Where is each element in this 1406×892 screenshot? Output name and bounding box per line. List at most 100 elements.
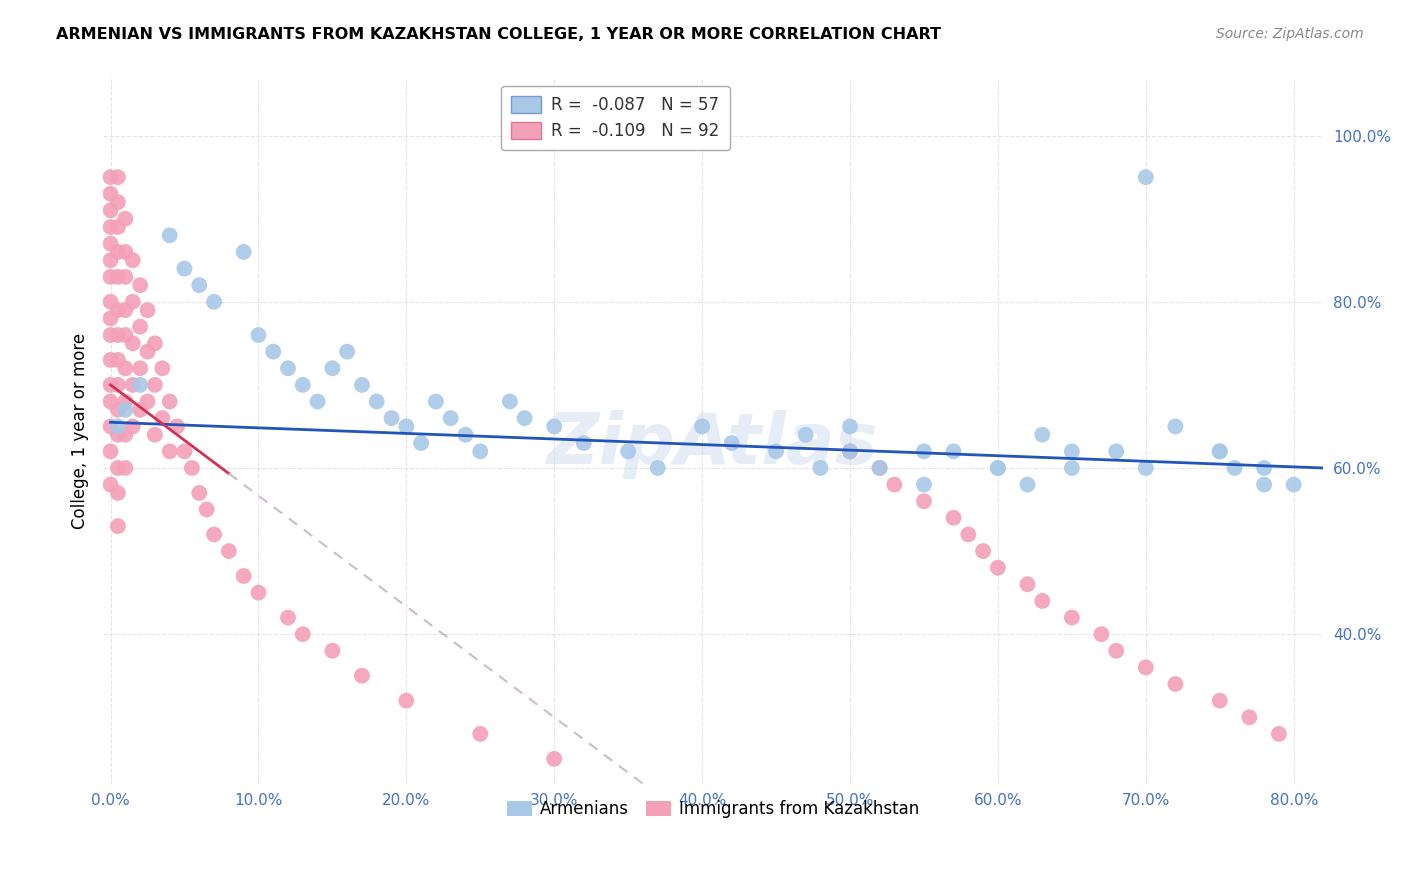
Point xyxy=(121,294,143,309)
Point xyxy=(869,461,891,475)
Point xyxy=(1209,693,1232,707)
Text: ZipAtlas: ZipAtlas xyxy=(547,410,879,479)
Point xyxy=(912,444,935,458)
Point xyxy=(987,461,1010,475)
Point xyxy=(100,311,122,326)
Point xyxy=(188,278,211,293)
Point xyxy=(336,344,359,359)
Point xyxy=(307,394,329,409)
Point xyxy=(1105,644,1128,658)
Point xyxy=(100,269,122,284)
Point xyxy=(543,752,565,766)
Point xyxy=(942,511,965,525)
Point xyxy=(114,269,136,284)
Point xyxy=(810,461,832,475)
Point xyxy=(247,585,270,599)
Point xyxy=(159,394,181,409)
Point xyxy=(1060,444,1083,458)
Point xyxy=(1090,627,1112,641)
Point xyxy=(454,427,477,442)
Point xyxy=(765,444,787,458)
Point xyxy=(499,394,522,409)
Point xyxy=(262,344,284,359)
Point xyxy=(100,419,122,434)
Point xyxy=(350,669,373,683)
Point xyxy=(395,419,418,434)
Point xyxy=(129,278,152,293)
Point xyxy=(114,427,136,442)
Point xyxy=(159,228,181,243)
Point xyxy=(100,253,122,268)
Point xyxy=(100,477,122,491)
Point xyxy=(121,377,143,392)
Point xyxy=(1031,594,1053,608)
Point xyxy=(114,461,136,475)
Point xyxy=(100,203,122,218)
Point xyxy=(143,336,166,351)
Point xyxy=(121,419,143,434)
Point xyxy=(411,436,433,450)
Point xyxy=(366,394,388,409)
Point xyxy=(232,244,254,259)
Point xyxy=(107,170,129,185)
Text: ARMENIAN VS IMMIGRANTS FROM KAZAKHSTAN COLLEGE, 1 YEAR OR MORE CORRELATION CHART: ARMENIAN VS IMMIGRANTS FROM KAZAKHSTAN C… xyxy=(56,27,941,42)
Point xyxy=(100,186,122,201)
Point xyxy=(543,419,565,434)
Point xyxy=(100,328,122,343)
Point xyxy=(100,394,122,409)
Point xyxy=(173,261,195,276)
Point xyxy=(987,560,1010,574)
Point xyxy=(136,344,159,359)
Point xyxy=(107,353,129,368)
Point xyxy=(232,569,254,583)
Point xyxy=(202,294,225,309)
Point xyxy=(1209,444,1232,458)
Point xyxy=(129,402,152,417)
Point xyxy=(173,444,195,458)
Point xyxy=(100,444,122,458)
Point xyxy=(107,219,129,234)
Point xyxy=(470,727,492,741)
Point xyxy=(395,693,418,707)
Point xyxy=(839,419,862,434)
Point xyxy=(277,361,299,376)
Point xyxy=(1223,461,1246,475)
Point xyxy=(1239,710,1261,724)
Point xyxy=(647,461,669,475)
Point xyxy=(107,402,129,417)
Point xyxy=(114,402,136,417)
Point xyxy=(150,411,173,425)
Point xyxy=(425,394,447,409)
Point xyxy=(247,328,270,343)
Point xyxy=(107,328,129,343)
Point xyxy=(1105,444,1128,458)
Point xyxy=(107,519,129,533)
Point xyxy=(1135,461,1157,475)
Point xyxy=(839,444,862,458)
Point xyxy=(107,303,129,318)
Point xyxy=(1164,677,1187,691)
Point xyxy=(188,486,211,500)
Point xyxy=(1164,419,1187,434)
Point xyxy=(1135,660,1157,674)
Point xyxy=(100,170,122,185)
Point xyxy=(114,328,136,343)
Point xyxy=(100,219,122,234)
Point xyxy=(114,303,136,318)
Point xyxy=(912,494,935,508)
Y-axis label: College, 1 year or more: College, 1 year or more xyxy=(72,333,89,529)
Point xyxy=(107,427,129,442)
Point xyxy=(180,461,202,475)
Point xyxy=(129,361,152,376)
Point xyxy=(195,502,218,516)
Point xyxy=(150,361,173,376)
Point xyxy=(912,477,935,491)
Text: Source: ZipAtlas.com: Source: ZipAtlas.com xyxy=(1216,27,1364,41)
Point xyxy=(1268,727,1291,741)
Point xyxy=(291,627,314,641)
Point xyxy=(159,444,181,458)
Point xyxy=(321,644,343,658)
Point xyxy=(440,411,463,425)
Point xyxy=(107,195,129,210)
Point xyxy=(107,461,129,475)
